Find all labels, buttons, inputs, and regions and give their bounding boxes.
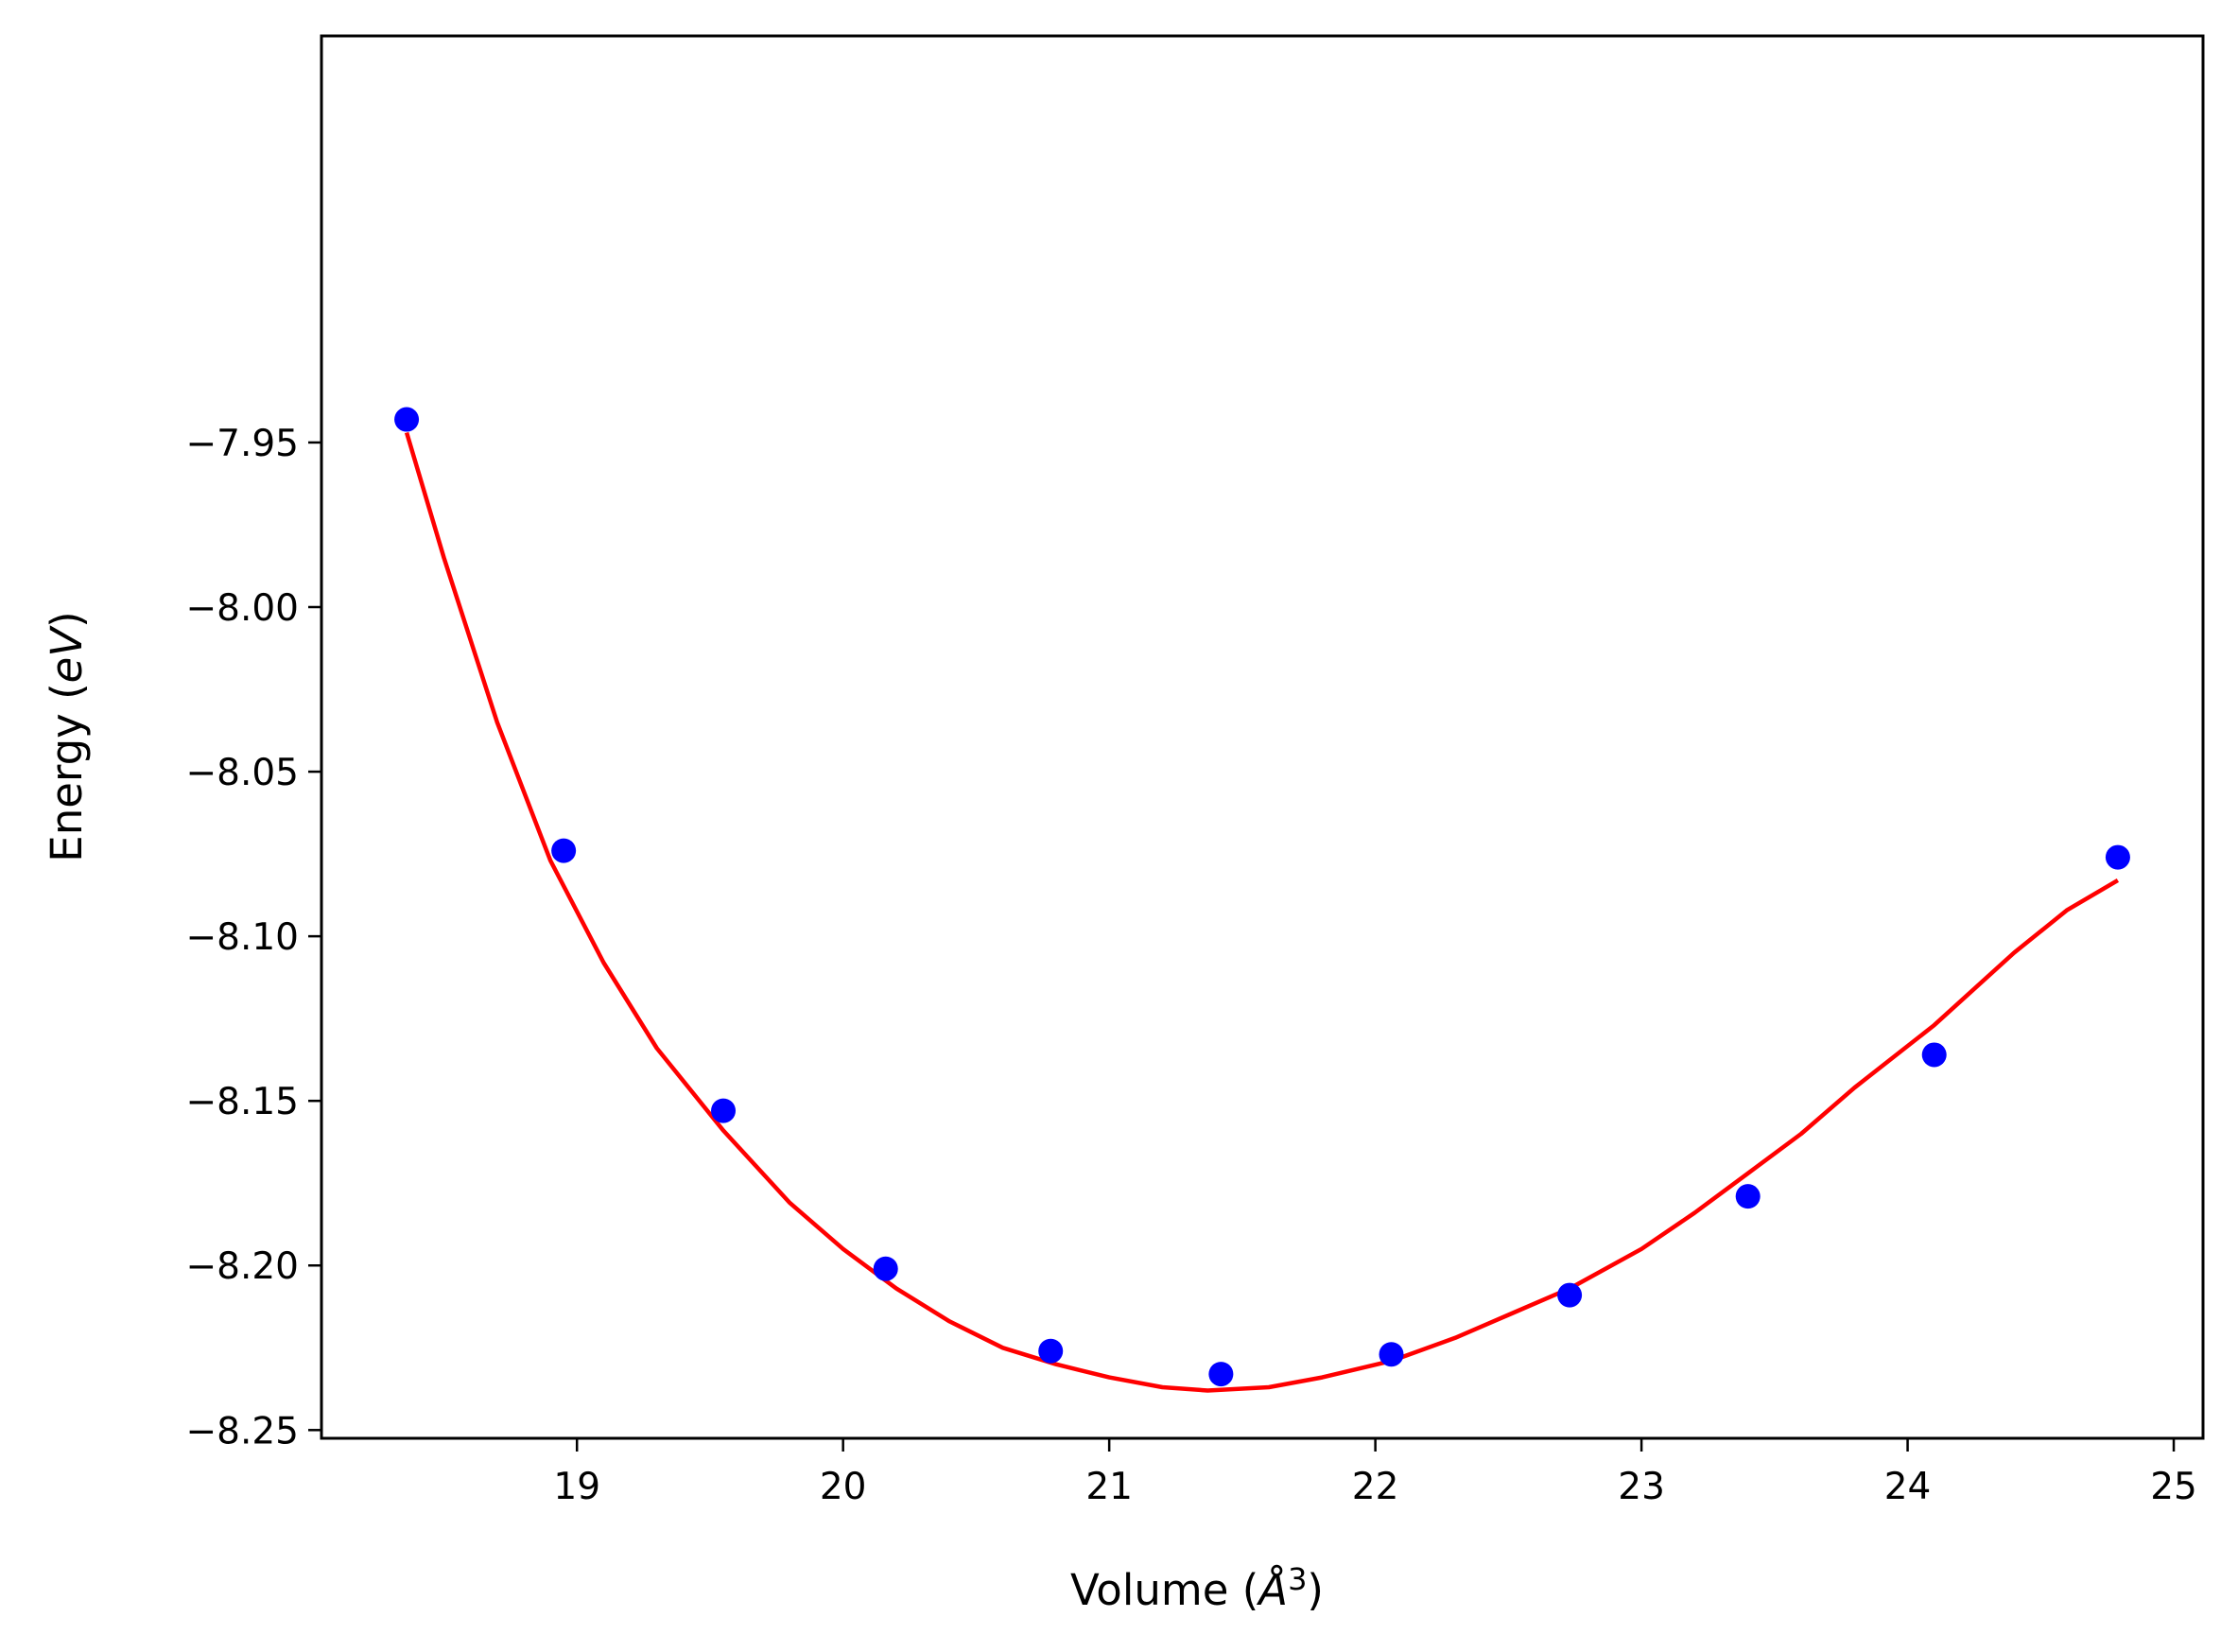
y-tick-label: −8.10 (185, 916, 299, 959)
x-tick-label: 22 (1352, 1466, 1399, 1508)
y-tick-label: −8.00 (185, 587, 299, 630)
x-tick-label: 19 (553, 1466, 600, 1508)
marks-layer (394, 407, 2130, 1393)
y-tick-label: −8.15 (185, 1081, 299, 1123)
data-point (711, 1098, 737, 1123)
x-tick-label: 23 (1618, 1466, 1665, 1508)
data-point (1557, 1282, 1583, 1308)
data-point (873, 1256, 898, 1281)
ticks-layer: 19 20 21 22 23 24 25 −7.95 −8.00 −8.05 −8.10 −8.15 −… (185, 423, 2196, 1508)
y-tick-label: −8.25 (185, 1410, 299, 1452)
y-axis-label-text: Energy (42, 713, 92, 862)
data-point (1038, 1338, 1064, 1364)
x-tick-label: 20 (820, 1466, 867, 1508)
data-point (1208, 1362, 1234, 1387)
data-point (394, 407, 420, 432)
x-tick-label: 25 (2150, 1466, 2197, 1508)
y-tick-label: −8.20 (185, 1245, 299, 1288)
x-tick-label: 24 (1884, 1466, 1932, 1508)
x-tick-label: 21 (1085, 1466, 1133, 1508)
y-tick-label: −7.95 (185, 423, 299, 465)
fit-curve (404, 431, 2120, 1393)
x-axis-label-text: Volume (1070, 1565, 1228, 1615)
data-point (1921, 1042, 1947, 1068)
data-point (1735, 1184, 1761, 1209)
y-tick-label: −8.05 (185, 752, 299, 794)
y-axis-label: Energy (eV) (42, 611, 92, 861)
data-point (551, 838, 577, 863)
plot-frame (320, 34, 2205, 1440)
data-point (2105, 844, 2130, 870)
x-axis-label: Volume (Å3) (1070, 1561, 1324, 1615)
data-point (1379, 1342, 1404, 1367)
